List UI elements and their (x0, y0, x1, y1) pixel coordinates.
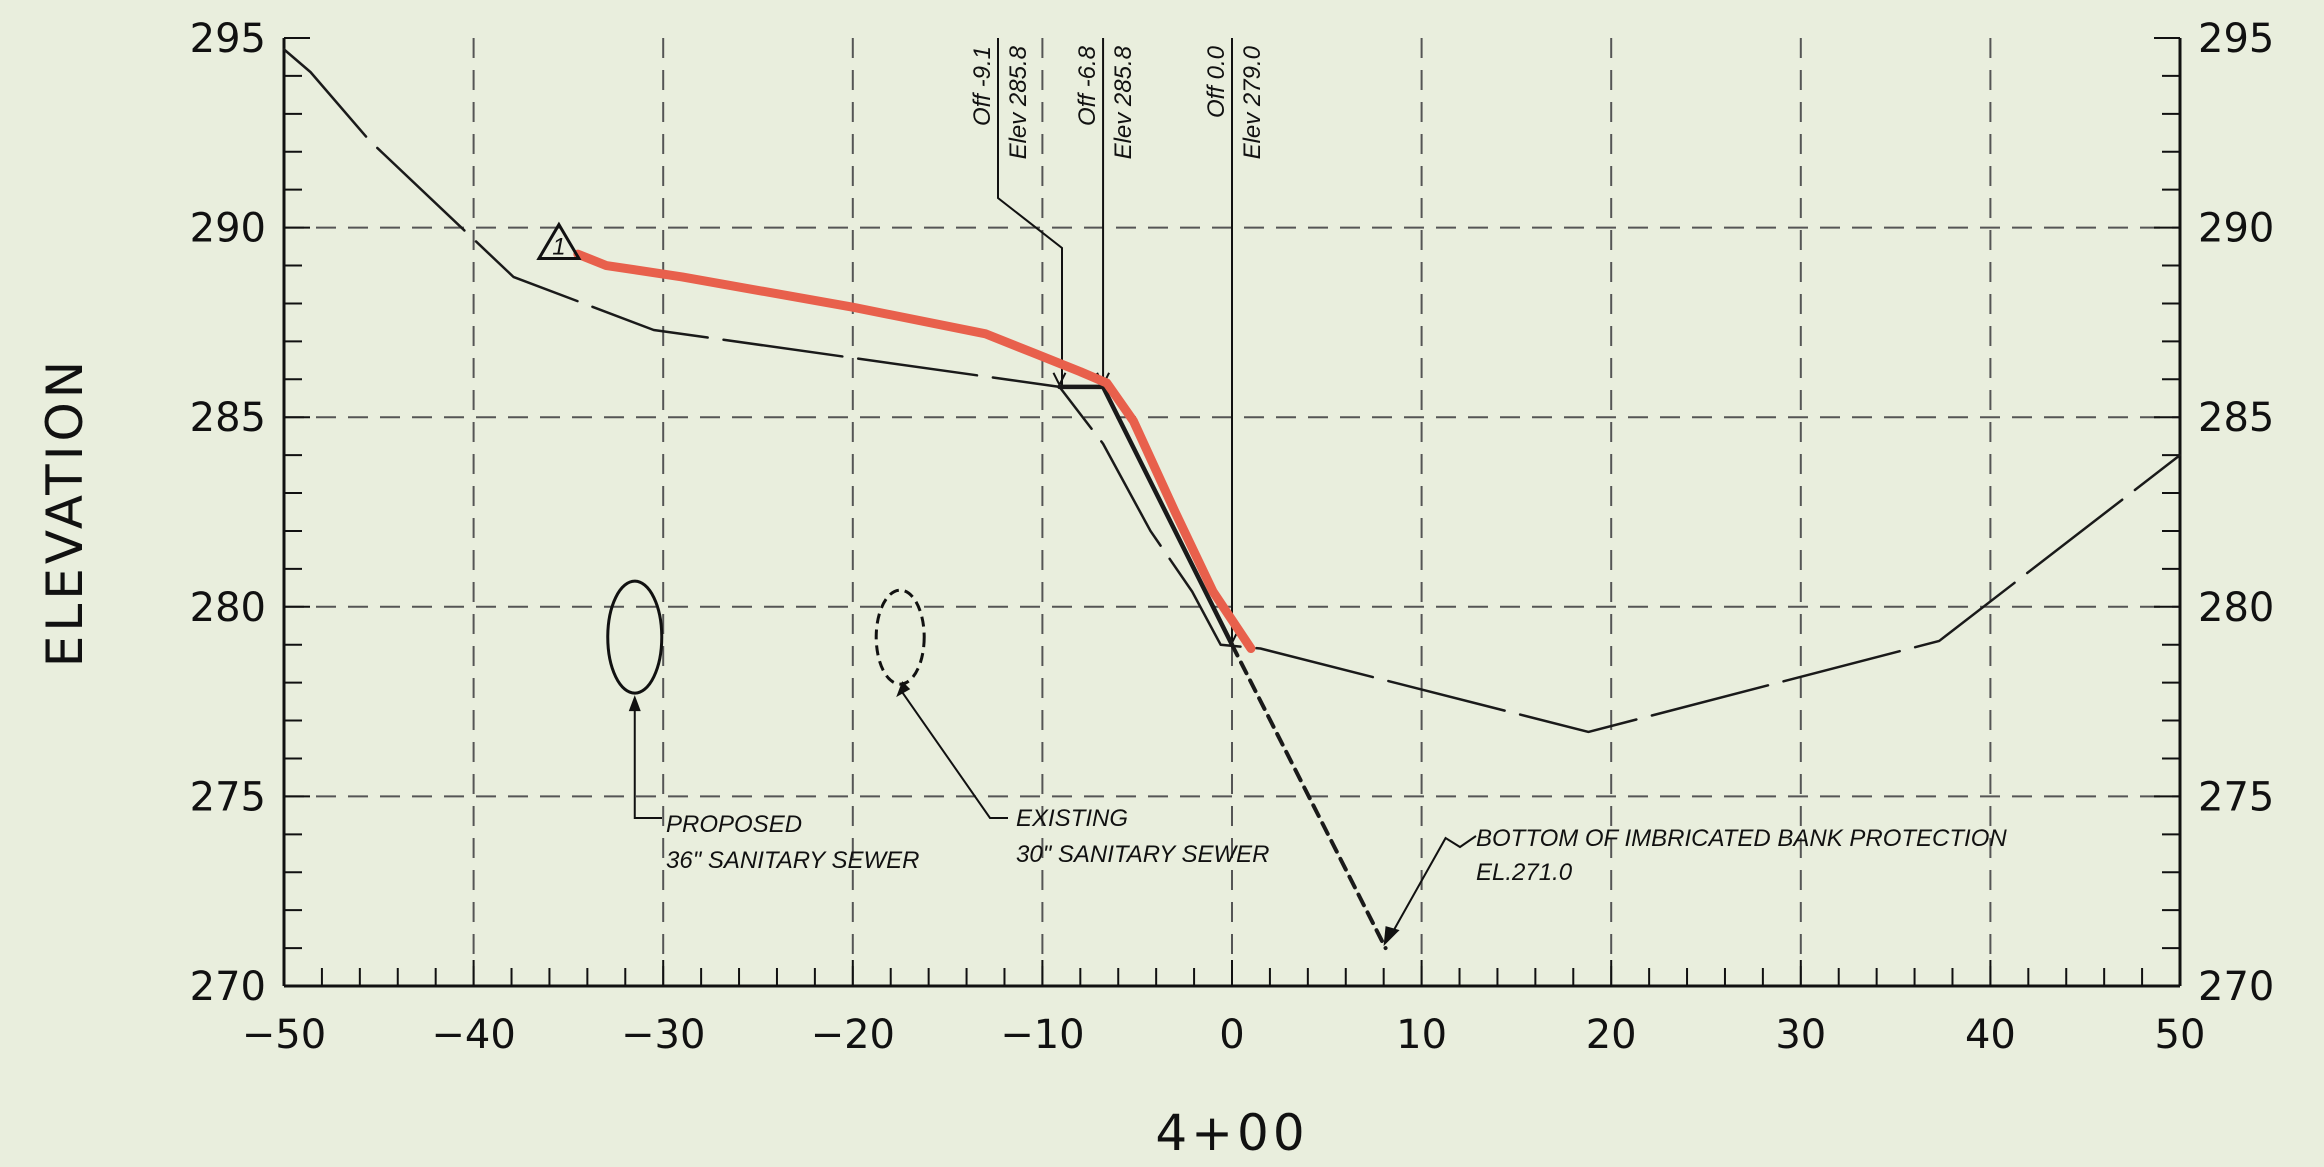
revision-marker-number: 1 (552, 234, 565, 261)
revision-triangle-icon (536, 221, 582, 261)
y-tick-label-left: 270 (190, 964, 266, 1010)
offset-label: Off -6.8 (1074, 45, 1101, 126)
offset-label: Off 0.0 (1203, 45, 1230, 118)
existing-sewer-label-line1: EXISTING (1016, 805, 1128, 832)
x-tick-label: −40 (431, 1012, 515, 1058)
x-tick-label: 30 (1775, 1012, 1826, 1058)
y-tick-label-right: 270 (2198, 964, 2274, 1010)
x-tick-label: 50 (2155, 1012, 2206, 1058)
offset-callouts: Off -9.1 Elev 285.8 Off -6.8 Elev 285.8 Off … (969, 38, 1266, 645)
elevation-label: Elev 279.0 (1239, 45, 1266, 159)
bank-protection-label-line1: BOTTOM OF IMBRICATED BANK PROTECTION (1476, 825, 2007, 852)
bank-protection-line (1057, 384, 1235, 647)
offset-label: Off -9.1 (969, 46, 996, 126)
x-axis-title: 4+00 (1155, 1104, 1308, 1162)
proposed-sewer-outline (606, 579, 664, 695)
y-tick-label-right: 285 (2198, 395, 2274, 441)
bank-protection-arrow (1383, 926, 1400, 947)
existing-sewer-leader (901, 691, 1008, 819)
x-tick-label: 20 (1586, 1012, 1637, 1058)
y-tick-label-left: 290 (190, 206, 266, 252)
x-tick-label: 10 (1396, 1012, 1447, 1058)
proposed-sewer-arrow (628, 695, 641, 712)
offset-arrow (1052, 372, 1061, 386)
y-tick-label-left: 275 (190, 774, 266, 820)
bank-protection-toe-line (1230, 642, 1388, 951)
x-tick-label: −10 (1000, 1012, 1084, 1058)
y-tick-label-right: 275 (2198, 774, 2274, 820)
existing-ground-line (282, 48, 2182, 734)
x-tick-label: 40 (1965, 1012, 2016, 1058)
bank-protection-leader (1390, 835, 1477, 935)
y-tick-label-left: 280 (190, 585, 266, 631)
offset-leader (997, 38, 1063, 387)
proposed-sewer-leader (633, 703, 662, 819)
proposed-sewer-label-line1: PROPOSED (666, 811, 802, 838)
existing-sewer-label-line2: 30" SANITARY SEWER (1016, 841, 1269, 868)
elevation-label: Elev 285.8 (1005, 45, 1032, 159)
existing-sewer-outline (874, 588, 926, 686)
x-tick-label: −30 (621, 1012, 705, 1058)
x-tick-label: 0 (1219, 1012, 1244, 1058)
proposed-sewer-label-line2: 36" SANITARY SEWER (666, 847, 919, 874)
y-tick-label-right: 280 (2198, 585, 2274, 631)
elevation-label: Elev 285.8 (1110, 45, 1137, 159)
y-tick-label-left: 295 (190, 16, 266, 62)
proposed-grade-line (573, 249, 1256, 654)
bank-protection-label-line2: EL.271.0 (1476, 859, 1573, 886)
y-tick-label-right: 290 (2198, 206, 2274, 252)
y-tick-label-right: 295 (2198, 16, 2274, 62)
x-tick-label: −50 (242, 1012, 326, 1058)
offset-arrow (1058, 372, 1067, 386)
y-tick-label-left: 285 (190, 395, 266, 441)
y-axis-title: ELEVATION (36, 357, 94, 667)
x-tick-label: −20 (811, 1012, 895, 1058)
annotations (536, 221, 1477, 947)
series-lines (282, 48, 2182, 951)
existing-sewer-arrow (896, 681, 911, 698)
